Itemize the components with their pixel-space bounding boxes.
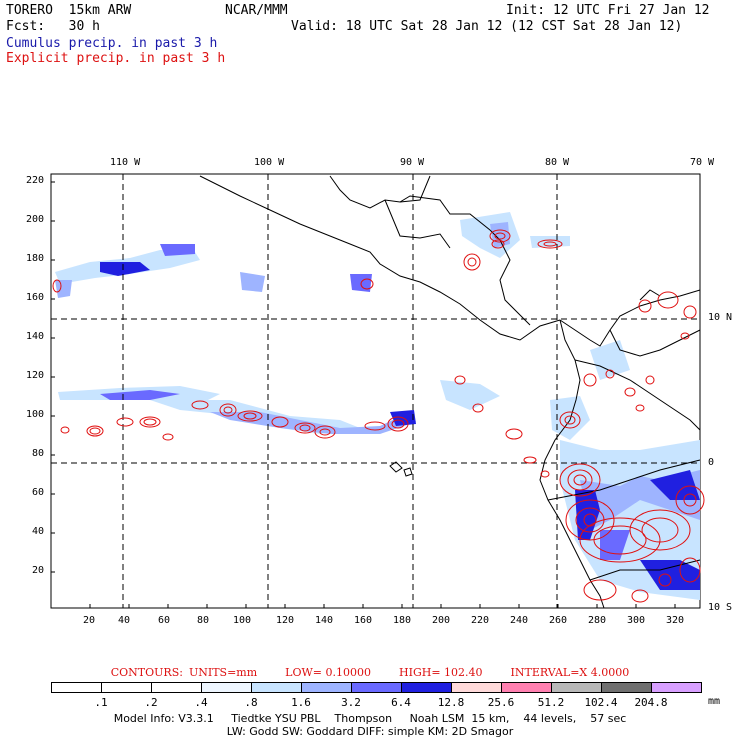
y-tick-label: 220 bbox=[26, 175, 45, 186]
legend-label: .2 bbox=[144, 696, 158, 709]
legend-unit: mm bbox=[708, 696, 721, 707]
lon-label-110w: 110 W bbox=[110, 157, 141, 168]
y-tick-label: 80 bbox=[32, 448, 45, 459]
y-tick-label: 160 bbox=[26, 292, 45, 303]
legend-cell bbox=[451, 682, 502, 693]
y-tick-label: 180 bbox=[26, 253, 45, 264]
x-tick-label: 60 bbox=[158, 615, 171, 626]
lon-label-100w: 100 W bbox=[254, 157, 285, 168]
x-tick-label: 320 bbox=[666, 615, 685, 626]
legend-label: 3.2 bbox=[341, 696, 361, 709]
model-title: TORERO 15km ARW bbox=[6, 3, 132, 18]
lat-label-0: 0 bbox=[708, 457, 715, 468]
latlon-grid bbox=[51, 174, 700, 608]
model-info-line1: Model Info: V3.3.1 Tiedtke YSU PBL Thomp… bbox=[113, 712, 627, 725]
lon-label-80w: 80 W bbox=[545, 157, 570, 168]
legend-cell bbox=[401, 682, 452, 693]
legend-cell bbox=[501, 682, 552, 693]
lon-label-90w: 90 W bbox=[400, 157, 425, 168]
legend-cell bbox=[51, 682, 102, 693]
legend-label: 12.8 bbox=[437, 696, 465, 709]
field-cumulus-label: Cumulus precip. in past 3 h bbox=[6, 36, 218, 51]
x-tick-label: 40 bbox=[118, 615, 131, 626]
model-info-line2: LW: Godd SW: Goddard DIFF: simple KM: 2D… bbox=[226, 725, 514, 738]
map-frame bbox=[50, 173, 701, 609]
legend-label: 102.4 bbox=[584, 696, 618, 709]
x-tick-label: 100 bbox=[233, 615, 252, 626]
x-tick-label: 220 bbox=[471, 615, 490, 626]
x-tick-label: 120 bbox=[276, 615, 295, 626]
contour-interval: INTERVAL=X 4.0000 bbox=[510, 666, 630, 679]
contour-label: CONTOURS: bbox=[110, 666, 183, 679]
y-tick-label: 120 bbox=[26, 370, 45, 381]
contour-units: UNITS=mm bbox=[188, 666, 258, 679]
lon-label-70w: 70 W bbox=[690, 157, 715, 168]
x-tick-label: 20 bbox=[83, 615, 96, 626]
lat-label-10n: 10 N bbox=[708, 312, 733, 323]
x-tick-label: 200 bbox=[432, 615, 451, 626]
y-tick-label: 200 bbox=[26, 214, 45, 225]
contour-high: HIGH= 102.40 bbox=[399, 666, 483, 679]
org-label: NCAR/MMM bbox=[225, 3, 288, 18]
legend-cell bbox=[601, 682, 652, 693]
legend-label: 204.8 bbox=[634, 696, 668, 709]
legend-cell bbox=[301, 682, 352, 693]
legend-cell bbox=[651, 682, 702, 693]
x-tick-label: 180 bbox=[393, 615, 412, 626]
x-tick-label: 140 bbox=[315, 615, 334, 626]
legend-cell bbox=[551, 682, 602, 693]
legend-label: 51.2 bbox=[537, 696, 565, 709]
legend-cell bbox=[101, 682, 152, 693]
x-tick-label: 280 bbox=[588, 615, 607, 626]
legend-label: .8 bbox=[244, 696, 258, 709]
field-explicit-label: Explicit precip. in past 3 h bbox=[6, 51, 226, 66]
y-tick-label: 140 bbox=[26, 331, 45, 342]
lat-label-10s: 10 S bbox=[708, 602, 733, 613]
axis-ticks bbox=[51, 181, 676, 608]
y-tick-label: 40 bbox=[32, 526, 45, 537]
legend-label: 6.4 bbox=[391, 696, 411, 709]
y-tick-label: 60 bbox=[32, 487, 45, 498]
explicit-precip-contours bbox=[52, 229, 705, 603]
x-tick-label: 160 bbox=[354, 615, 373, 626]
coastlines bbox=[199, 175, 701, 609]
legend-cell bbox=[251, 682, 302, 693]
legend-label: 1.6 bbox=[291, 696, 311, 709]
legend-cell bbox=[201, 682, 252, 693]
legend-label: .1 bbox=[94, 696, 108, 709]
legend-label: 25.6 bbox=[487, 696, 515, 709]
x-tick-label: 80 bbox=[197, 615, 210, 626]
contour-low: LOW= 0.10000 bbox=[285, 666, 371, 679]
forecast-hour: Fcst: 30 h bbox=[6, 19, 100, 34]
y-tick-label: 20 bbox=[32, 565, 45, 576]
legend-cell bbox=[351, 682, 402, 693]
y-tick-label: 100 bbox=[26, 409, 45, 420]
valid-time: Valid: 18 UTC Sat 28 Jan 12 (12 CST Sat … bbox=[291, 19, 683, 34]
contour-info: CONTOURS: UNITS=mm LOW= 0.10000 HIGH= 102.4… bbox=[0, 666, 740, 679]
legend-label: .4 bbox=[194, 696, 208, 709]
init-time: Init: 12 UTC Fri 27 Jan 12 bbox=[506, 3, 710, 18]
x-tick-label: 300 bbox=[627, 615, 646, 626]
cumulus-precip-shading bbox=[55, 212, 700, 600]
x-tick-label: 260 bbox=[549, 615, 568, 626]
legend-cell bbox=[151, 682, 202, 693]
x-tick-label: 240 bbox=[510, 615, 529, 626]
